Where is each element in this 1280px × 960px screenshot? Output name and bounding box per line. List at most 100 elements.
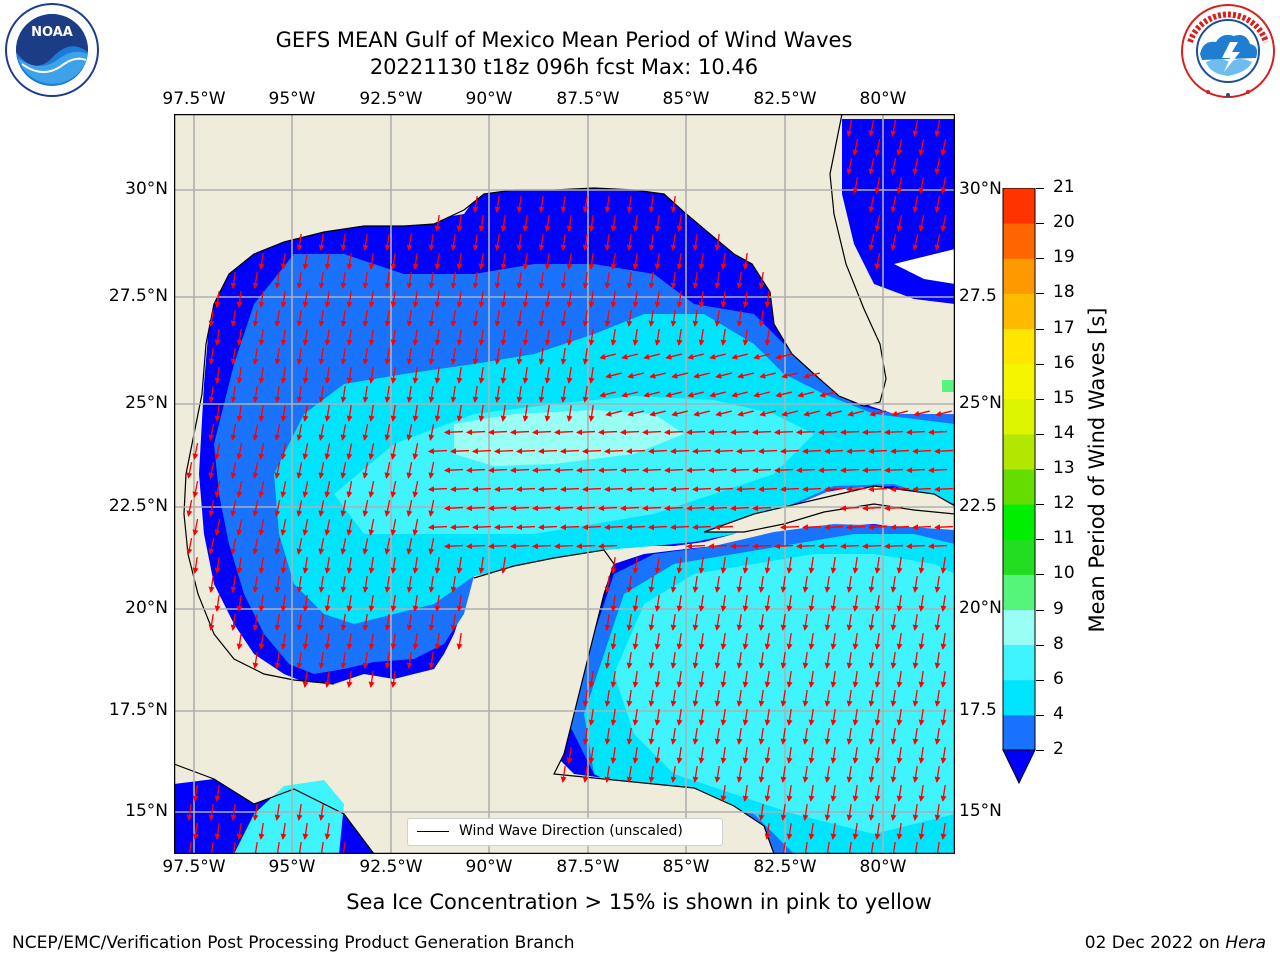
wave-direction-arrow: [412, 290, 419, 308]
wave-direction-arrow: [560, 448, 580, 455]
wave-direction-arrow: [340, 575, 347, 593]
wave-direction-arrow: [478, 404, 485, 422]
wave-direction-arrow: [714, 727, 721, 745]
wave-direction-arrow: [918, 139, 925, 156]
colorbar-bin: [1003, 574, 1035, 610]
wave-direction-arrow: [208, 613, 215, 631]
wave-direction-arrow: [912, 486, 932, 493]
wave-direction-arrow: [560, 195, 567, 213]
wave-direction-arrow: [852, 670, 859, 688]
wave-direction-arrow: [736, 271, 743, 289]
wave-direction-arrow: [759, 410, 776, 417]
wave-direction-arrow: [346, 632, 353, 650]
colorbar-tick-label: 15: [1053, 387, 1075, 408]
colorbar-tick: [1036, 328, 1044, 330]
wave-direction-arrow: [428, 486, 448, 493]
wave-direction-arrow: [610, 290, 617, 308]
lon-label-bottom: 90°W: [465, 857, 513, 877]
wave-direction-arrow: [692, 689, 699, 707]
wave-direction-arrow: [808, 632, 815, 650]
wave-direction-arrow: [274, 651, 281, 669]
lon-label-top: 85°W: [662, 89, 710, 109]
wave-direction-arrow: [764, 594, 771, 612]
wave-direction-arrow: [764, 784, 771, 802]
wave-direction-arrow: [846, 575, 853, 593]
wave-direction-arrow: [840, 467, 860, 474]
wave-direction-arrow: [192, 556, 199, 574]
wave-direction-arrow: [940, 746, 947, 764]
wave-direction-arrow: [632, 556, 639, 574]
wave-direction-arrow: [730, 543, 750, 550]
wave-direction-arrow: [274, 347, 281, 365]
wave-direction-arrow: [516, 271, 523, 289]
wave-direction-arrow: [302, 290, 309, 308]
wave-direction-arrow: [890, 613, 897, 631]
wave-direction-arrow: [934, 765, 941, 783]
wave-direction-arrow: [588, 252, 595, 270]
colorbar-bin: [1003, 609, 1035, 646]
wave-direction-arrow: [670, 309, 677, 327]
wave-direction-arrow: [390, 290, 397, 308]
wave-direction-arrow: [670, 689, 677, 707]
wave-direction-arrow: [934, 486, 954, 493]
wave-direction-arrow: [912, 524, 932, 531]
wave-direction-arrow: [384, 613, 391, 631]
wave-direction-arrow: [736, 727, 743, 745]
lon-label-bottom: 82.5°W: [753, 857, 817, 877]
wave-direction-arrow: [340, 462, 347, 479]
wave-direction-arrow: [605, 410, 622, 417]
wave-direction-arrow: [208, 424, 215, 441]
nws-logo: [1178, 2, 1278, 100]
wave-direction-arrow: [208, 538, 215, 555]
wave-direction-arrow: [736, 689, 743, 707]
wave-direction-arrow: [456, 556, 463, 574]
wave-direction-arrow: [296, 803, 303, 821]
colorbar-tick-label: 20: [1053, 212, 1075, 233]
wave-direction-arrow: [824, 689, 831, 707]
wave-direction-arrow: [627, 410, 644, 417]
wave-direction-arrow: [824, 575, 831, 593]
wave-direction-arrow: [642, 429, 662, 436]
wave-direction-arrow: [803, 372, 820, 379]
wave-direction-arrow: [472, 271, 479, 289]
colorbar-tick-label: 8: [1053, 633, 1064, 654]
wave-direction-arrow: [736, 575, 743, 593]
wave-direction-arrow: [868, 234, 875, 251]
wave-direction-arrow: [346, 594, 353, 612]
wave-direction-arrow: [626, 651, 633, 669]
wave-direction-arrow: [368, 519, 375, 536]
colorbar-tick-label: 19: [1053, 247, 1075, 268]
wave-direction-arrow: [472, 385, 479, 403]
wave-direction-arrow: [758, 613, 765, 631]
wave-direction-arrow: [874, 177, 881, 194]
colorbar-bin: [1003, 469, 1035, 505]
wave-direction-arrow: [450, 233, 457, 251]
wave-direction-arrow: [802, 448, 822, 455]
wave-direction-arrow: [884, 505, 904, 512]
wave-direction-arrow: [258, 594, 265, 612]
lat-label-right: 22.5: [959, 496, 997, 516]
wave-direction-arrow: [368, 632, 375, 650]
wave-direction-arrow: [208, 347, 215, 365]
wave-direction-arrow: [538, 233, 545, 251]
wave-direction-arrow: [912, 651, 919, 669]
wave-direction-arrow: [686, 429, 706, 436]
lon-label-bottom: 97.5°W: [162, 857, 226, 877]
wave-direction-arrow: [934, 689, 941, 707]
colorbar-bin: [1003, 258, 1035, 294]
wave-direction-arrow: [912, 448, 932, 455]
wave-direction-arrow: [384, 309, 391, 327]
wave-direction-arrow: [934, 524, 954, 531]
wave-direction-arrow: [340, 651, 347, 669]
wave-direction-arrow: [252, 575, 259, 593]
wave-direction-arrow: [940, 670, 947, 688]
wave-direction-arrow: [516, 486, 536, 493]
colorbar-under-triangle: [1002, 749, 1036, 785]
wave-direction-arrow: [610, 632, 617, 650]
wave-direction-arrow: [896, 556, 903, 574]
wave-direction-arrow: [444, 505, 464, 512]
wind-wave-direction-arrows: [186, 120, 954, 859]
wave-direction-arrow: [554, 543, 574, 550]
wave-direction-arrow: [214, 290, 221, 308]
wave-direction-arrow: [670, 613, 677, 631]
